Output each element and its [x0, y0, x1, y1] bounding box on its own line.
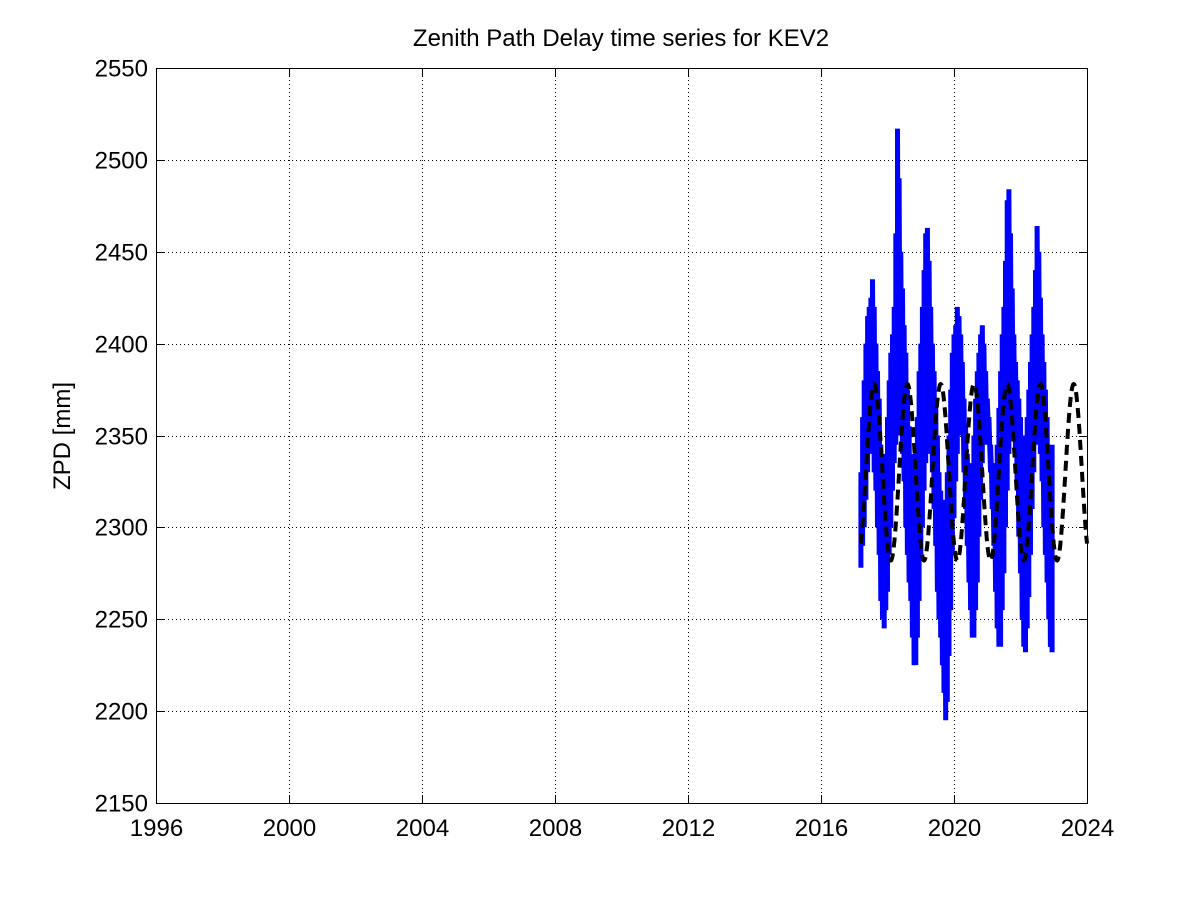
x-tick-label: 2020 — [928, 815, 981, 842]
x-tick-label: 2000 — [263, 815, 316, 842]
y-axis-label: ZPD [mm] — [49, 382, 76, 490]
y-tick-label: 2450 — [95, 240, 148, 267]
x-axis-ticks: 1996 2000 2004 2008 2012 2016 2020 2024 — [130, 68, 1114, 842]
y-axis-ticks: 2150 2200 2250 2300 2350 2400 2450 2500 2550 — [95, 56, 1087, 818]
x-tick-label: 2016 — [795, 815, 848, 842]
y-tick-label: 2250 — [95, 607, 148, 634]
zpd-observed-series — [858, 128, 1055, 721]
y-tick-label: 2350 — [95, 424, 148, 451]
y-tick-label: 2550 — [95, 56, 148, 83]
x-tick-label: 2004 — [396, 815, 449, 842]
y-tick-label: 2300 — [95, 515, 148, 542]
x-tick-label: 1996 — [130, 815, 183, 842]
y-tick-label: 2500 — [95, 148, 148, 175]
y-tick-label: 2400 — [95, 332, 148, 359]
chart-title: Zenith Path Delay time series for KEV2 — [413, 25, 829, 52]
y-tick-label: 2200 — [95, 699, 148, 726]
y-tick-label: 2150 — [95, 791, 148, 818]
x-tick-label: 2012 — [662, 815, 715, 842]
x-tick-label: 2024 — [1061, 815, 1114, 842]
x-tick-label: 2008 — [529, 815, 582, 842]
zpd-model-series — [858, 381, 1089, 563]
series-layer — [858, 128, 1089, 721]
